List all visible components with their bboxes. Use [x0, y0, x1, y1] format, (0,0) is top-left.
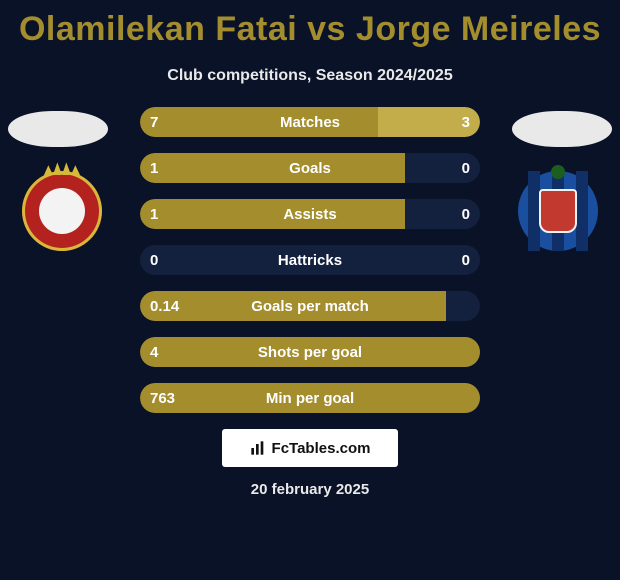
stat-label: Min per goal — [140, 383, 480, 413]
stage: 7Matches31Goals01Assists00Hattricks00.14… — [0, 107, 620, 413]
stat-row: 1Goals0 — [140, 153, 480, 183]
stat-value-right: 0 — [462, 153, 470, 183]
stat-value-right: 0 — [462, 245, 470, 275]
stat-label: Assists — [140, 199, 480, 229]
stat-label: Hattricks — [140, 245, 480, 275]
stat-value-right: 3 — [462, 107, 470, 137]
stat-row: 1Assists0 — [140, 199, 480, 229]
player-photo-left — [8, 111, 108, 147]
stat-value-right: 0 — [462, 199, 470, 229]
page-subtitle: Club competitions, Season 2024/2025 — [0, 67, 620, 85]
barchart-icon — [250, 440, 266, 456]
stat-label: Matches — [140, 107, 480, 137]
source-label: FcTables.com — [272, 440, 371, 457]
player-photo-right — [512, 111, 612, 147]
ball-icon — [551, 165, 565, 179]
club-crest-left — [22, 171, 102, 251]
source-badge: FcTables.com — [222, 429, 398, 467]
stat-row: 7Matches3 — [140, 107, 480, 137]
stat-label: Goals — [140, 153, 480, 183]
comparison-card: Olamilekan Fatai vs Jorge Meireles Club … — [0, 0, 620, 580]
stat-row: 763Min per goal — [140, 383, 480, 413]
date-stamp: 20 february 2025 — [0, 481, 620, 498]
stat-label: Shots per goal — [140, 337, 480, 367]
stat-row: 4Shots per goal — [140, 337, 480, 367]
page-title: Olamilekan Fatai vs Jorge Meireles — [0, 0, 620, 49]
stat-bars: 7Matches31Goals01Assists00Hattricks00.14… — [140, 107, 480, 413]
shield-icon — [539, 189, 577, 233]
stat-label: Goals per match — [140, 291, 480, 321]
stat-row: 0Hattricks0 — [140, 245, 480, 275]
stat-row: 0.14Goals per match — [140, 291, 480, 321]
club-crest-right — [518, 171, 598, 251]
